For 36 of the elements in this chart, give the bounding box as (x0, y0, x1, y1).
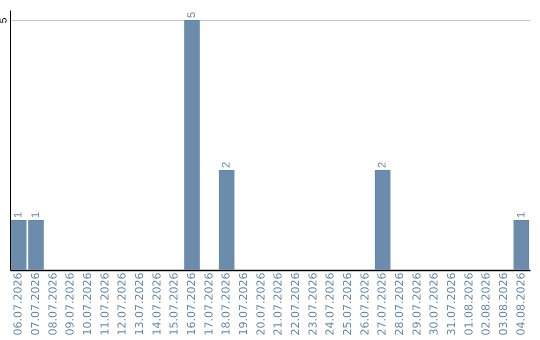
x-tick-label: 06.07.2026 (12, 272, 25, 336)
x-tick-label: 02.08.2026 (480, 272, 493, 336)
x-tick-label: 11.07.2026 (98, 272, 112, 336)
x-tick-label: 01.08.2026 (462, 272, 476, 336)
x-tick-label: 21.07.2026 (272, 272, 285, 336)
data-label: 2 (376, 162, 389, 168)
x-tick-label: 24.07.2026 (324, 272, 337, 336)
x-tick-label: 10.07.2026 (81, 272, 94, 336)
x-tick-label: 08.07.2026 (46, 272, 60, 336)
x-tick-label: 31.07.2026 (445, 272, 458, 336)
data-label: 2 (220, 162, 233, 168)
x-tick-label: 18.07.2026 (220, 272, 233, 336)
x-tick-label: 04.08.2026 (514, 272, 528, 336)
x-tick-label: 19.07.2026 (237, 272, 250, 336)
x-tick-label: 13.07.2026 (133, 272, 146, 336)
x-tick-label: 20.07.2026 (254, 272, 268, 336)
x-tick-label: 15.07.2026 (168, 272, 181, 336)
x-tick-label: 17.07.2026 (202, 272, 216, 336)
x-tick-label: 27.07.2026 (376, 272, 389, 336)
data-label: 1 (515, 212, 528, 218)
data-label: 1 (30, 212, 42, 218)
x-tick-label: 14.07.2026 (150, 272, 164, 336)
x-tick-label: 03.08.2026 (497, 272, 510, 336)
x-tick-label: 22.07.2026 (289, 272, 302, 336)
x-tick-label: 30.07.2026 (428, 272, 441, 336)
x-tick-label: 09.07.2026 (64, 272, 77, 336)
data-label: 5 (186, 12, 198, 18)
x-tick-label: 25.07.2026 (341, 272, 354, 336)
x-tick-label: 16.07.2026 (185, 272, 198, 336)
x-tick-label: 12.07.2026 (116, 272, 129, 336)
x-tick-label: 07.07.2026 (29, 272, 42, 336)
x-tick-label: 29.07.2026 (410, 272, 424, 336)
data-label: 1 (12, 212, 25, 218)
x-tick-label: 28.07.2026 (393, 272, 406, 336)
x-tick-label: 26.07.2026 (358, 272, 372, 336)
x-tick-label: 23.07.2026 (306, 272, 320, 336)
